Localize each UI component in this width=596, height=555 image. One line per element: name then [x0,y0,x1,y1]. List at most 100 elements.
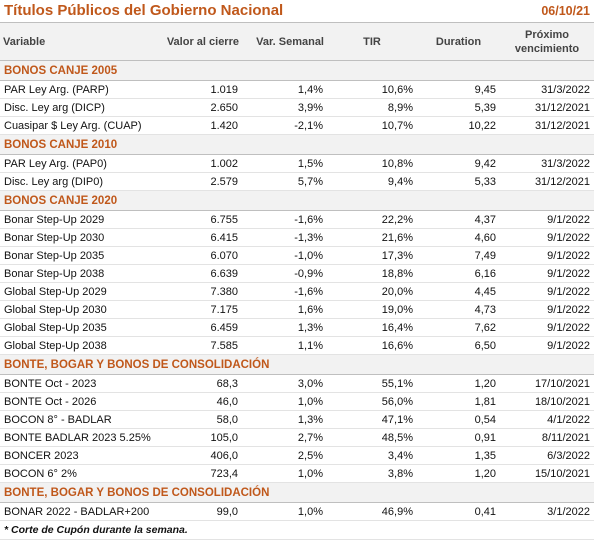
cell-name: Disc. Ley arg (DIP0) [0,172,160,191]
header-row: Variable Valor al cierre Var. Semanal TIR Du… [0,23,594,61]
cell-value: 48,5% [327,428,417,447]
column-header: Valor al cierre [160,23,242,61]
section-row: BONTE, BOGAR Y BONOS DE CONSOLIDACIÓN [0,354,594,375]
cell-value: 68,3 [160,374,242,393]
cell-value: 406,0 [160,446,242,465]
column-header: Duration [417,23,500,61]
section-row: BONOS CANJE 2020 [0,190,594,211]
cell-value: 2.579 [160,172,242,191]
data-row: BONAR 2022 - BADLAR+200 99,0 1,0% 46,9% 0,41… [0,502,594,521]
cell-value: 17/10/2021 [500,374,594,393]
cell-value: 3,9% [242,98,327,117]
cell-value: 10,8% [327,154,417,173]
cell-value: 6,50 [417,336,500,355]
column-header: Var. Semanal [242,23,327,61]
cell-value: 1,0% [242,392,327,411]
cell-name: BONTE Oct - 2023 [0,374,160,393]
cell-value: 1,35 [417,446,500,465]
cell-value: 1,5% [242,154,327,173]
cell-value: 56,0% [327,392,417,411]
cell-name: Global Step-Up 2030 [0,300,160,319]
cell-name: BONAR 2022 - BADLAR+200 [0,502,160,521]
data-row: Bonar Step-Up 2035 6.070 -1,0% 17,3% 7,49 9/1… [0,246,594,265]
cell-value: 4,45 [417,282,500,301]
section-title: BONOS CANJE 2010 [0,134,594,155]
cell-name: Bonar Step-Up 2029 [0,210,160,229]
cell-value: 31/3/2022 [500,80,594,99]
cell-name: Bonar Step-Up 2030 [0,228,160,247]
cell-value: 9,42 [417,154,500,173]
cell-value: 7.585 [160,336,242,355]
cell-value: 9,4% [327,172,417,191]
cell-value: 1,4% [242,80,327,99]
cell-value: 3,0% [242,374,327,393]
cell-value: 5,7% [242,172,327,191]
cell-value: 1.002 [160,154,242,173]
cell-value: 0,91 [417,428,500,447]
cell-value: 4,73 [417,300,500,319]
cell-value: 1,0% [242,464,327,483]
cell-value: 4/1/2022 [500,410,594,429]
cell-name: Global Step-Up 2035 [0,318,160,337]
data-row: BONTE BADLAR 2023 5.25% 105,0 2,7% 48,5% 0,9… [0,428,594,447]
cell-value: 6.459 [160,318,242,337]
footnote-row: * Corte de Cupón durante la semana. [0,520,594,540]
data-row: Bonar Step-Up 2029 6.755 -1,6% 22,2% 4,37 9/1… [0,210,594,229]
column-header: TIR [327,23,417,61]
cell-value: 1,3% [242,318,327,337]
cell-name: Bonar Step-Up 2038 [0,264,160,283]
data-row: Bonar Step-Up 2030 6.415 -1,3% 21,6% 4,60 9/1… [0,228,594,247]
cell-value: 6,16 [417,264,500,283]
cell-value: 16,6% [327,336,417,355]
cell-value: 18,8% [327,264,417,283]
cell-value: 20,0% [327,282,417,301]
data-row: Bonar Step-Up 2038 6.639 -0,9% 18,8% 6,16 9/1… [0,264,594,283]
cell-value: -0,9% [242,264,327,283]
cell-value: -1,6% [242,282,327,301]
cell-value: 31/12/2021 [500,172,594,191]
cell-value: 9/1/2022 [500,228,594,247]
section-title: BONOS CANJE 2005 [0,60,594,81]
cell-value: 9/1/2022 [500,336,594,355]
data-row: Global Step-Up 2035 6.459 1,3% 16,4% 7,62 9/1… [0,318,594,337]
cell-value: 9/1/2022 [500,246,594,265]
cell-value: 2,7% [242,428,327,447]
data-row: Cuasipar $ Ley Arg. (CUAP) 1.420 -2,1% 10,7… [0,116,594,135]
bond-table: Variable Valor al cierre Var. Semanal TIR Du… [0,23,594,540]
cell-value: 8/11/2021 [500,428,594,447]
cell-name: BOCON 8° - BADLAR [0,410,160,429]
cell-value: 6.755 [160,210,242,229]
cell-value: 99,0 [160,502,242,521]
cell-value: 55,1% [327,374,417,393]
cell-value: 6.415 [160,228,242,247]
data-row: Disc. Ley arg (DIP0) 2.579 5,7% 9,4% 5,33 31/… [0,172,594,191]
cell-value: 3,8% [327,464,417,483]
cell-name: PAR Ley Arg. (PAP0) [0,154,160,173]
cell-value: 0,54 [417,410,500,429]
cell-value: 58,0 [160,410,242,429]
cell-value: 105,0 [160,428,242,447]
cell-value: 1.019 [160,80,242,99]
cell-value: 0,41 [417,502,500,521]
cell-value: 1,81 [417,392,500,411]
cell-value: 10,22 [417,116,500,135]
date: 06/10/21 [541,4,590,18]
cell-value: 9/1/2022 [500,210,594,229]
data-row: Global Step-Up 2030 7.175 1,6% 19,0% 4,73 9/1… [0,300,594,319]
cell-value: 9/1/2022 [500,300,594,319]
cell-value: 6.070 [160,246,242,265]
cell-value: 21,6% [327,228,417,247]
cell-value: 6/3/2022 [500,446,594,465]
cell-value: 1,20 [417,374,500,393]
cell-value: 1.420 [160,116,242,135]
cell-value: 1,3% [242,410,327,429]
data-row: PAR Ley Arg. (PARP) 1.019 1,4% 10,6% 9,45 31/… [0,80,594,99]
cell-value: 7.175 [160,300,242,319]
cell-value: 31/3/2022 [500,154,594,173]
cell-value: 10,7% [327,116,417,135]
cell-value: 9/1/2022 [500,282,594,301]
cell-value: 31/12/2021 [500,98,594,117]
section-title: BONOS CANJE 2020 [0,190,594,211]
cell-name: BONTE BADLAR 2023 5.25% [0,428,160,447]
